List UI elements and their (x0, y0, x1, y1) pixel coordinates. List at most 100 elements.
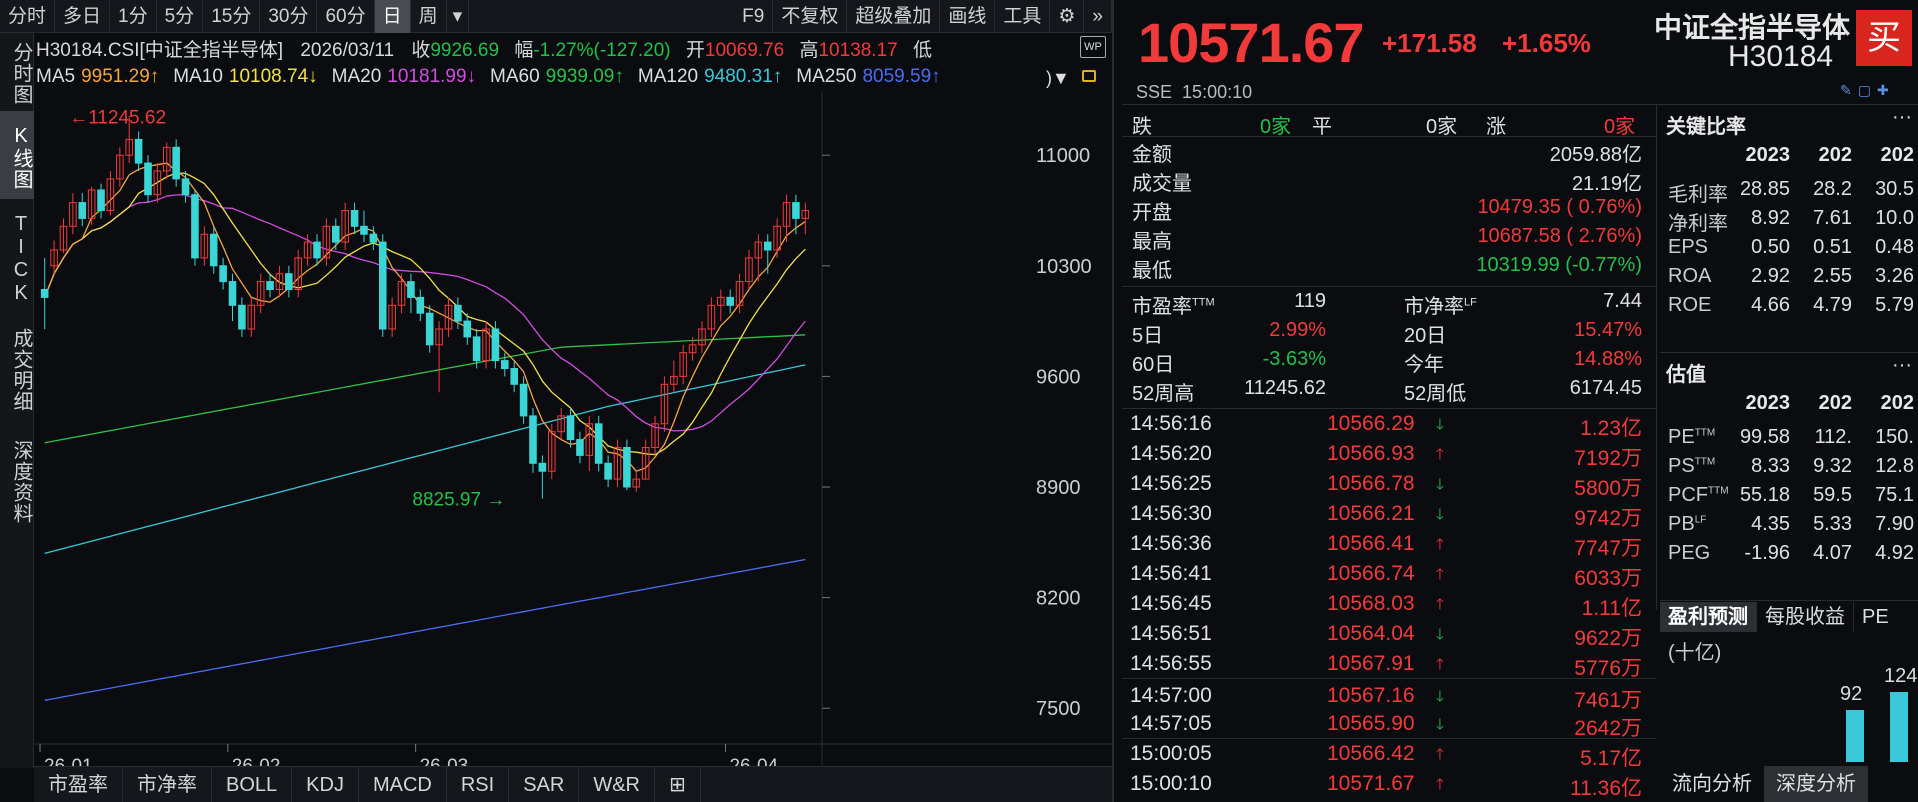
tick-volume-2: 5800万 (1574, 477, 1642, 500)
more-double-chevron-icon[interactable]: » (1084, 0, 1112, 33)
candle-body (773, 225, 781, 251)
side-tab-3[interactable]: 成交明细 (10, 328, 32, 412)
valuation-value: 112. (1814, 426, 1852, 448)
forecast-tab-0[interactable]: 盈利预测 (1660, 602, 1756, 632)
arrow-up-icon: 🡑 (1436, 746, 1444, 763)
ma-value-2: 10181.99↓ (387, 66, 477, 87)
tick-price-6: 10568.03 (1327, 592, 1415, 615)
close-value: 9926.69 (430, 40, 500, 61)
stat-value-2: 10479.35 ( 0.76%) (1477, 196, 1642, 218)
side-tab-0[interactable]: 分时图 (10, 41, 32, 105)
buy-button[interactable]: 买 (1856, 10, 1912, 66)
forecast-bar-label-1: 124 (1884, 665, 1918, 687)
key_ratios-value: 30.5 (1875, 178, 1914, 200)
candle-body (538, 462, 547, 472)
candle-body (510, 368, 518, 385)
indicator-tab-7[interactable]: W&R (579, 767, 655, 802)
period-tab-7[interactable]: 日 (374, 0, 411, 33)
period-tab-6[interactable]: 60分 (317, 0, 375, 33)
valuation-value: 9.32 (1813, 455, 1852, 477)
key_ratios-value: 28.2 (1813, 178, 1852, 200)
period-tab-5[interactable]: 30分 (260, 0, 318, 33)
tick-time-6: 14:56:45 (1130, 592, 1212, 615)
key_ratios-value: 8.92 (1751, 207, 1790, 229)
pair-value-left-3: 11245.62 (1244, 377, 1326, 399)
candle-body (482, 328, 490, 362)
analysis-tab-1[interactable]: 深度分析 (1764, 766, 1868, 802)
indicator-tab-5[interactable]: RSI (447, 767, 510, 802)
valuation-section: 估值 ··· 2023 202 202 PETTM 99.58 112. 150. PSTTM… (1660, 354, 1918, 604)
lock-icon[interactable] (1082, 70, 1096, 82)
key_ratios-row: ROE 4.66 4.79 5.79 (1660, 292, 1918, 321)
side-tab-4[interactable]: 深度资料 (10, 440, 32, 524)
valuation-label-0: PETTM (1668, 426, 1716, 448)
down-count: 0家 (1260, 116, 1292, 138)
tick-time-2: 14:56:25 (1130, 472, 1212, 495)
settings-gear-icon[interactable]: ⚙ (1050, 0, 1085, 33)
add-indicator-icon[interactable]: ⊞ (655, 767, 701, 802)
candle-body (162, 146, 171, 172)
forecast-tab-2[interactable]: PE (1853, 602, 1897, 632)
side-tab-2[interactable]: TICK (10, 213, 32, 305)
info-expand-icon[interactable]: WP (1080, 36, 1106, 58)
tool-button-0[interactable]: F9 (734, 0, 774, 33)
indicator-tab-3[interactable]: KDJ (292, 767, 359, 802)
tick-time-10: 14:57:05 (1130, 712, 1212, 735)
kline-chart[interactable]: 11000 10300 9600 8900 8200 7500 26-01 26-02 26-0… (34, 92, 1112, 766)
tool-button-2[interactable]: 超级叠加 (847, 0, 941, 33)
ma-label-2: MA20 (331, 66, 382, 87)
side-tab-1[interactable]: K线图 (0, 111, 34, 199)
indicator-tab-2[interactable]: BOLL (212, 767, 293, 802)
analysis-tab-0[interactable]: 流向分析 (1672, 773, 1752, 795)
period-tab-1[interactable]: 多日 (55, 0, 111, 33)
ma-value-1: 10108.74↓ (228, 66, 318, 87)
period-tab-8[interactable]: 周 (411, 0, 447, 33)
more-icon[interactable]: ··· (1892, 106, 1912, 128)
indicator-tab-0[interactable]: 市盈率 (34, 767, 123, 802)
more-icon-2[interactable]: ··· (1892, 354, 1912, 376)
candle-body (144, 162, 152, 196)
panel-tool-icons[interactable]: ✎▢✚ (1840, 82, 1895, 98)
tick-volume-8: 5776万 (1574, 657, 1642, 680)
ma-expand-icon[interactable]: )▼ (1046, 68, 1070, 88)
stat-label-4: 最低 (1132, 260, 1172, 282)
indicator-tab-6[interactable]: SAR (509, 767, 580, 802)
indicator-tab-1[interactable]: 市净率 (123, 767, 212, 802)
period-tab-2[interactable]: 1分 (110, 0, 157, 33)
candle-body (388, 304, 396, 330)
ma-value-3: 9939.09↑ (545, 66, 624, 87)
arrow-up-icon: 🡑 (1436, 566, 1444, 583)
tool-button-3[interactable]: 画线 (940, 0, 996, 33)
stat-value-0: 2059.88亿 (1549, 144, 1642, 166)
candle-body (763, 241, 772, 251)
arrow-up-icon: 🡑 (1436, 536, 1444, 553)
tool-button-1[interactable]: 不复权 (773, 0, 848, 33)
key_ratios-value: 5.79 (1875, 294, 1914, 316)
low-marker-label: 8825.97 → (412, 490, 505, 511)
period-tab-0[interactable]: 分时 (0, 0, 56, 33)
forecast-unit: (十亿) (1668, 642, 1722, 664)
key_ratios-year-0: 2023 (1745, 144, 1791, 166)
period-dropdown[interactable]: ▾ (447, 0, 470, 33)
pair-value-left-1: 2.99% (1269, 319, 1326, 341)
candle-body (557, 415, 565, 433)
panel-collapse-handle[interactable] (1112, 0, 1114, 802)
last-price: 10571.67 (1138, 11, 1365, 74)
key_ratios-value: 4.66 (1751, 294, 1790, 316)
pair-value-right-2: 14.88% (1574, 348, 1642, 370)
period-tab-4[interactable]: 15分 (203, 0, 261, 33)
tick-volume-4: 7747万 (1574, 537, 1642, 560)
tick-time-11: 15:00:05 (1130, 742, 1212, 765)
key_ratios-label-2: EPS (1668, 236, 1709, 258)
stat-value-3: 10687.58 ( 2.76%) (1477, 225, 1642, 247)
y-tick-label: 11000 (1036, 145, 1090, 167)
forecast-tab-1[interactable]: 每股收益 (1756, 602, 1853, 632)
indicator-tab-4[interactable]: MACD (359, 767, 447, 802)
candle-body (285, 273, 293, 290)
tick-volume-11: 5.17亿 (1580, 747, 1642, 770)
period-tab-3[interactable]: 5分 (157, 0, 204, 33)
arrow-up-icon: 🡑 (1436, 596, 1444, 613)
candle-body (294, 257, 303, 290)
tool-button-4[interactable]: 工具 (995, 0, 1051, 33)
candle-body (228, 281, 237, 306)
